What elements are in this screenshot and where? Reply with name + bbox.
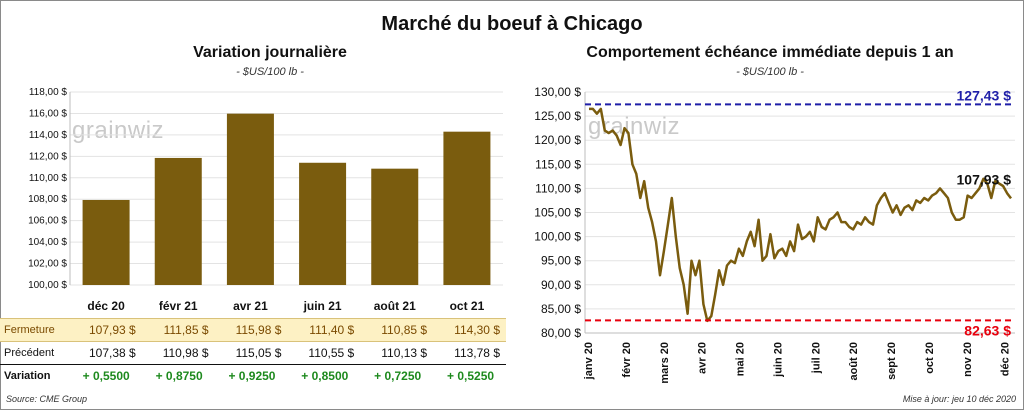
bar	[154, 157, 202, 285]
x-tick-label: mai 20	[735, 342, 747, 376]
x-tick-label: août 20	[848, 342, 860, 381]
table-cell: 111,85 $	[141, 318, 215, 342]
table-cell: 111,40 $	[287, 318, 361, 342]
y-tick-label: 100,00 $	[534, 230, 581, 244]
y-tick-label: 120,00 $	[534, 133, 581, 147]
table-cell: + 0,5250	[447, 369, 495, 383]
y-tick-label: 95,00 $	[541, 254, 581, 268]
low-value-label: 82,63 $	[964, 322, 1011, 338]
table-cell: + 0,7250	[374, 369, 422, 383]
x-tick-label: déc 20	[1000, 342, 1012, 376]
table-cell: + 0,5500	[82, 369, 130, 383]
x-tick-label: avr 20	[697, 342, 709, 374]
row-label: Précédent	[0, 341, 69, 365]
table-cell: 113,78 $	[433, 341, 506, 365]
table-cell: 110,55 $	[287, 341, 361, 365]
y-tick-label: 85,00 $	[541, 302, 581, 316]
table-cell: 110,85 $	[360, 318, 434, 342]
y-tick-label: 106,00 $	[28, 216, 67, 227]
table-cell: 107,38 $	[68, 341, 142, 365]
y-tick-label: 115,00 $	[535, 157, 581, 171]
last-value-label: 107,93 $	[957, 171, 1012, 187]
y-tick-label: 105,00 $	[534, 206, 581, 220]
x-tick-label: juin 21	[303, 299, 342, 313]
y-tick-label: 125,00 $	[534, 109, 581, 123]
x-tick-label: juil 20	[810, 342, 822, 374]
x-tick-label: déc 20	[87, 299, 125, 313]
x-tick-label: mars 20	[659, 342, 671, 384]
table-row-precedent: Précédent 107,38 $ 110,98 $ 115,05 $ 110…	[0, 341, 506, 365]
price-line	[589, 107, 1012, 323]
table-cell: 115,05 $	[214, 341, 288, 365]
y-tick-label: 102,00 $	[28, 259, 67, 270]
x-tick-label: janv 20	[583, 342, 595, 380]
x-tick-label: juin 20	[772, 342, 784, 378]
table-cell: + 0,8500	[301, 369, 349, 383]
y-tick-label: 90,00 $	[541, 278, 581, 292]
bar	[226, 113, 274, 285]
x-tick-label: avr 21	[233, 299, 268, 313]
y-tick-label: 108,00 $	[28, 194, 67, 205]
right-chart-title: Comportement échéance immédiate depuis 1…	[586, 44, 954, 61]
y-tick-label: 104,00 $	[28, 237, 67, 248]
x-tick-label: oct 21	[450, 299, 485, 313]
y-tick-label: 110,00 $	[535, 181, 581, 195]
row-label: Variation	[4, 370, 51, 382]
table-cell: 114,30 $	[433, 318, 506, 342]
x-tick-label: févr 21	[159, 299, 198, 313]
x-tick-label: oct 20	[924, 342, 936, 374]
table-row-variation: Variation + 0,5500 + 0,8750 + 0,9250 + 0…	[0, 365, 506, 388]
y-tick-label: 114,00 $	[29, 130, 68, 141]
table-cell: + 0,9250	[228, 369, 276, 383]
update-note: Mise à jour: jeu 10 déc 2020	[902, 394, 1016, 404]
y-tick-label: 80,00 $	[541, 326, 581, 340]
x-tick-label: févr 20	[621, 342, 633, 377]
x-tick-label: nov 20	[962, 342, 974, 377]
table-cell: 107,93 $	[68, 318, 142, 342]
y-tick-label: 130,00 $	[534, 85, 581, 99]
bar	[82, 199, 130, 285]
watermark-logo-left: grainwiz	[72, 117, 165, 144]
left-chart-title: Variation journalière	[193, 44, 347, 61]
source-note: Source: CME Group	[6, 394, 88, 404]
prices-table: Fermeture 107,93 $ 111,85 $ 115,98 $ 111…	[0, 318, 506, 387]
y-tick-label: 118,00 $	[29, 87, 68, 98]
y-tick-label: 116,00 $	[29, 108, 68, 119]
table-row-fermeture: Fermeture 107,93 $ 111,85 $ 115,98 $ 111…	[0, 318, 506, 342]
y-tick-label: 110,00 $	[29, 173, 68, 184]
high-value-label: 127,43 $	[957, 87, 1012, 103]
table-cell: 110,98 $	[141, 341, 215, 365]
main-title: Marché du boeuf à Chicago	[381, 13, 643, 35]
table-cell: + 0,8750	[155, 369, 203, 383]
bar	[371, 168, 419, 285]
right-chart-subtitle: - $US/100 lb -	[736, 66, 804, 78]
table-cell: 110,13 $	[360, 341, 434, 365]
row-label: Fermeture	[0, 318, 69, 342]
x-tick-label: sept 20	[886, 342, 898, 380]
table-cell: 115,98 $	[214, 318, 288, 342]
x-tick-label: août 21	[374, 299, 416, 313]
bar	[443, 131, 491, 285]
bar	[299, 162, 347, 285]
y-tick-label: 112,00 $	[29, 151, 68, 162]
y-tick-label: 100,00 $	[28, 280, 67, 291]
left-chart-subtitle: - $US/100 lb -	[236, 66, 304, 78]
